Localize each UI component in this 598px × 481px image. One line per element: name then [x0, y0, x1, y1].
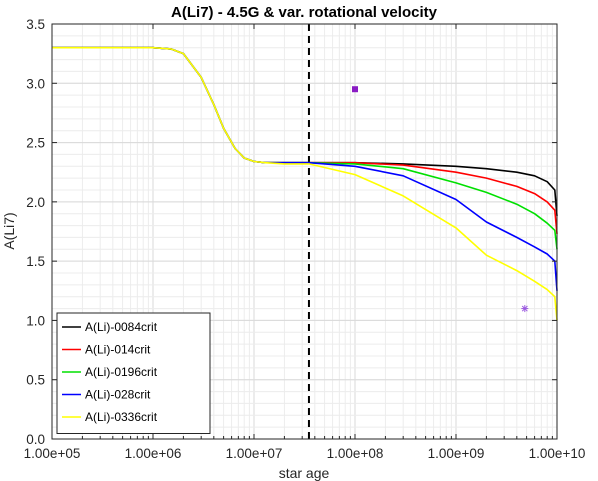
asterisk-marker [521, 305, 529, 313]
y-tick-label: 2.5 [26, 136, 45, 151]
legend-label: A(Li)-014crit [85, 343, 151, 357]
axis-ticks: 1.00e+05 1.00e+06 1.00e+07 1.00e+08 1.00e+09… [24, 17, 586, 461]
y-tick-label: 3.0 [26, 76, 45, 91]
y-tick-label: 3.5 [26, 17, 45, 32]
series-lines [52, 46, 558, 321]
x-tick-label: 1.00e+10 [529, 446, 586, 461]
legend-label: A(Li)-0084crit [85, 320, 158, 334]
asterisk-stroke [521, 305, 528, 312]
y-tick-label: 2.0 [26, 195, 45, 210]
chart-title: A(Li7) - 4.5G & var. rotational velocity [171, 4, 438, 21]
x-tick-label: 1.00e+09 [428, 446, 485, 461]
x-tick-label: 1.00e+08 [327, 446, 384, 461]
x-tick-label: 1.00e+06 [125, 446, 182, 461]
legend-label: A(Li)-0336crit [85, 410, 158, 424]
y-tick-label: 1.5 [26, 254, 45, 269]
legend-label: A(Li)-028crit [85, 388, 151, 402]
square-marker [352, 86, 358, 93]
x-tick-label: 1.00e+05 [24, 446, 81, 461]
legend-label: A(Li)-0196crit [85, 365, 158, 379]
legend-box [56, 312, 211, 434]
legend[interactable]: A(Li)-0084crit A(Li)-014crit A(Li)-0196cri… [56, 312, 211, 434]
x-axis-title: star age [279, 465, 330, 481]
y-tick-label: 1.0 [26, 313, 45, 328]
y-tick-label: 0.0 [26, 432, 45, 447]
y-tick-label: 0.5 [26, 373, 45, 388]
y-axis-title: A(Li7) [1, 212, 17, 249]
x-tick-label: 1.00e+07 [226, 446, 283, 461]
markers [352, 86, 529, 313]
series-line-A(Li)-0336crit [52, 46, 558, 321]
plot-frame [51, 23, 558, 440]
